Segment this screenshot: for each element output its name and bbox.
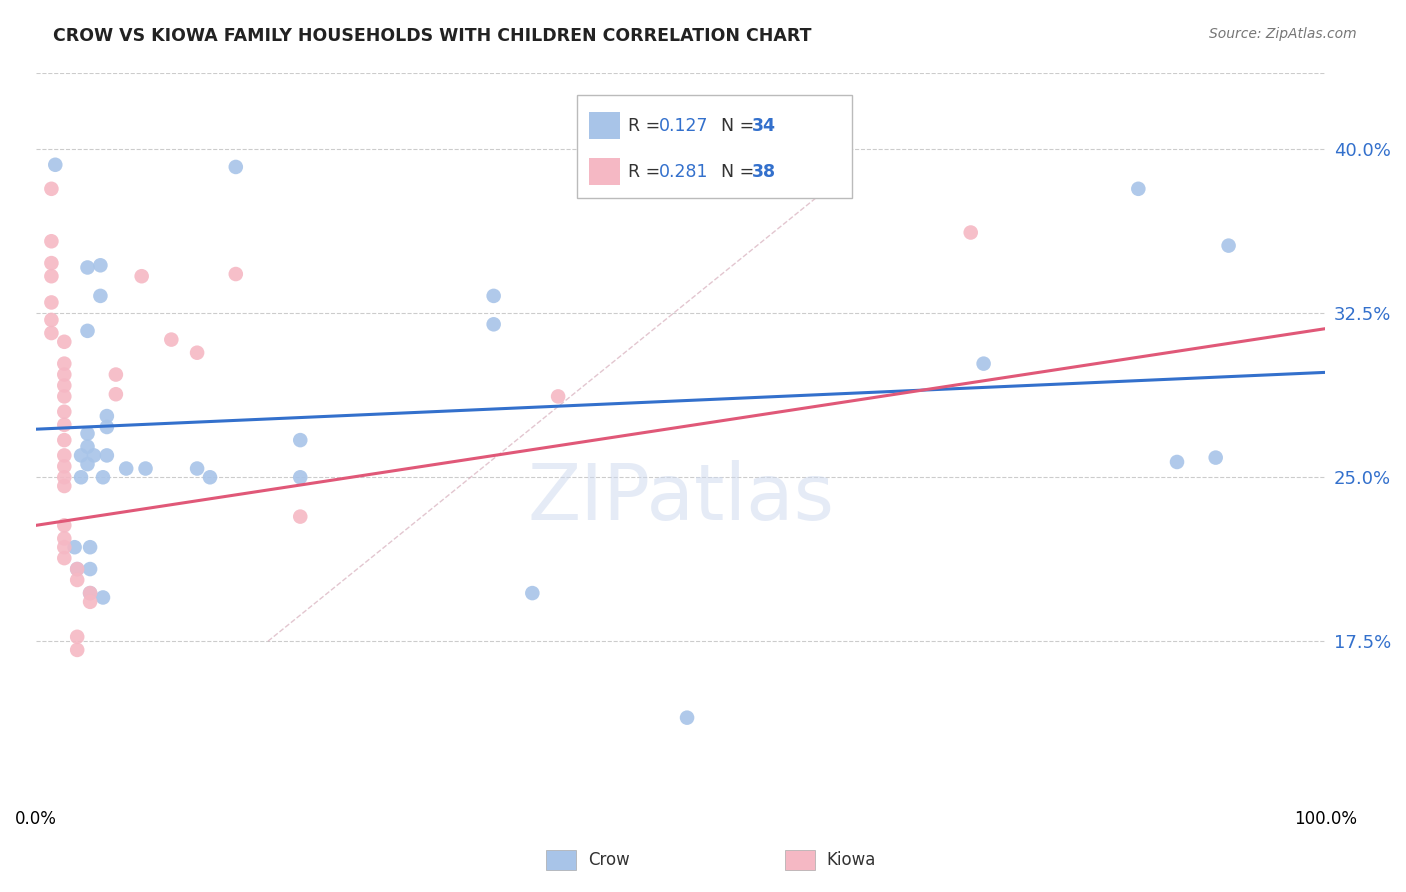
Point: [63, 540, 86, 554]
Point: [973, 357, 995, 371]
Point: [225, 267, 247, 281]
Point: [41, 269, 63, 284]
Point: [186, 345, 208, 359]
Text: 0.127: 0.127: [659, 117, 709, 135]
Point: [41, 256, 63, 270]
Point: [290, 470, 312, 484]
Point: [1205, 450, 1227, 465]
Text: R =: R =: [628, 163, 666, 181]
Point: [91, 470, 114, 484]
Text: CROW VS KIOWA FAMILY HOUSEHOLDS WITH CHILDREN CORRELATION CHART: CROW VS KIOWA FAMILY HOUSEHOLDS WITH CHI…: [53, 27, 811, 45]
Point: [79, 586, 101, 600]
Point: [96, 409, 118, 423]
Point: [89, 289, 111, 303]
Point: [1218, 238, 1240, 252]
Point: [83, 449, 105, 463]
Point: [41, 234, 63, 248]
Point: [1166, 455, 1188, 469]
Point: [522, 586, 544, 600]
Point: [76, 457, 98, 471]
Text: N =: N =: [721, 163, 759, 181]
Point: [70, 470, 93, 484]
Point: [53, 449, 76, 463]
Point: [53, 551, 76, 566]
Point: [959, 226, 981, 240]
Point: [53, 470, 76, 484]
Point: [66, 573, 89, 587]
Point: [290, 509, 312, 524]
Point: [131, 269, 153, 284]
Point: [79, 586, 101, 600]
Point: [186, 461, 208, 475]
Text: ZIPatlas: ZIPatlas: [527, 459, 834, 535]
Point: [89, 258, 111, 272]
Point: [53, 540, 76, 554]
Point: [104, 368, 127, 382]
Point: [76, 426, 98, 441]
Point: [160, 333, 183, 347]
Point: [53, 357, 76, 371]
Point: [53, 479, 76, 493]
Point: [76, 440, 98, 454]
Point: [547, 389, 569, 403]
Text: N =: N =: [721, 117, 759, 135]
Point: [676, 711, 699, 725]
Point: [104, 387, 127, 401]
Point: [66, 562, 89, 576]
Point: [482, 289, 505, 303]
Point: [96, 449, 118, 463]
Point: [41, 326, 63, 340]
Point: [91, 591, 114, 605]
Point: [79, 562, 101, 576]
Point: [44, 158, 66, 172]
Point: [53, 417, 76, 432]
Point: [41, 313, 63, 327]
Point: [66, 630, 89, 644]
Point: [96, 420, 118, 434]
Text: Source: ZipAtlas.com: Source: ZipAtlas.com: [1209, 27, 1357, 41]
Text: Kiowa: Kiowa: [827, 851, 876, 869]
Point: [53, 368, 76, 382]
Point: [198, 470, 221, 484]
Point: [115, 461, 138, 475]
Point: [76, 324, 98, 338]
Point: [53, 532, 76, 546]
Point: [225, 160, 247, 174]
Point: [53, 405, 76, 419]
Text: R =: R =: [628, 117, 666, 135]
Point: [76, 260, 98, 275]
Text: Crow: Crow: [588, 851, 630, 869]
Point: [70, 449, 93, 463]
Text: 34: 34: [752, 117, 776, 135]
Point: [135, 461, 157, 475]
Point: [79, 540, 101, 554]
Point: [79, 595, 101, 609]
Point: [482, 318, 505, 332]
Point: [53, 378, 76, 392]
Point: [290, 433, 312, 447]
Point: [66, 562, 89, 576]
Point: [53, 518, 76, 533]
Point: [41, 182, 63, 196]
Point: [53, 433, 76, 447]
Point: [66, 643, 89, 657]
Point: [53, 334, 76, 349]
Text: 38: 38: [752, 163, 776, 181]
Point: [53, 459, 76, 474]
Point: [41, 295, 63, 310]
Text: 0.281: 0.281: [659, 163, 709, 181]
Point: [1128, 182, 1150, 196]
Point: [53, 389, 76, 403]
